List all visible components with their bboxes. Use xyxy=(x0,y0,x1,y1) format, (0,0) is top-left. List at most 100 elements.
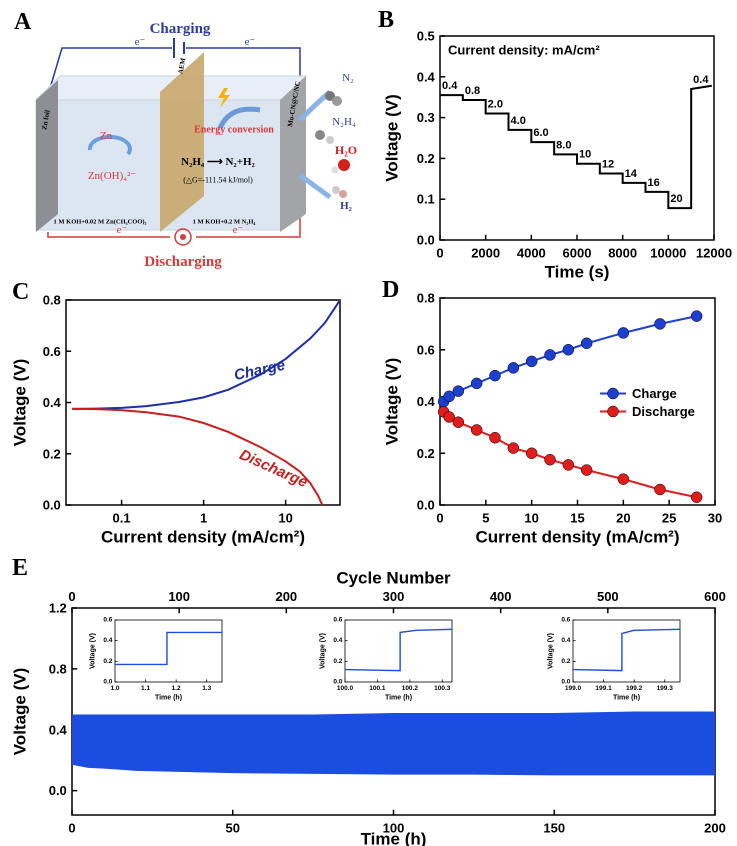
y-tick-label: 0.4 xyxy=(561,637,570,644)
data-point xyxy=(654,318,666,330)
data-point xyxy=(507,442,520,454)
y-axis-label: Voltage (V) xyxy=(90,633,97,669)
y-tick-label: 0.4 xyxy=(333,637,342,644)
molecule xyxy=(315,130,325,140)
data-point xyxy=(443,390,455,403)
data-point xyxy=(470,377,483,390)
step-label: 4.0 xyxy=(511,115,526,127)
y-tick-label: 0.0 xyxy=(103,679,112,686)
y-tick-label: 0.0 xyxy=(43,498,61,513)
y-tick-label: 0.2 xyxy=(103,658,112,665)
y-tick-label: 0.2 xyxy=(417,446,435,461)
y-tick-label: 0.6 xyxy=(417,342,435,357)
step-label: 12 xyxy=(602,158,614,170)
data-line xyxy=(72,407,324,506)
electron-label: e⁻ xyxy=(233,224,244,236)
data-point xyxy=(544,453,556,466)
x-axis-label: Time (h) xyxy=(155,695,182,702)
conversion-arrow xyxy=(217,106,261,130)
panel-label: B xyxy=(378,7,394,33)
x-tick-label: 100.0 xyxy=(337,685,354,692)
x-axis-label: Time (s) xyxy=(545,263,610,282)
wire xyxy=(47,232,170,238)
data-point xyxy=(580,464,593,476)
bulb-icon xyxy=(174,228,192,246)
x-tick-label: 2000 xyxy=(471,246,500,261)
molecule xyxy=(332,96,342,106)
molecule xyxy=(325,91,335,101)
y-tick-label: 0.0 xyxy=(561,679,570,686)
x-tick-label: 199.1 xyxy=(595,685,612,692)
y-tick-label: 0.0 xyxy=(49,783,67,798)
data-point xyxy=(525,355,538,368)
step-label: 14 xyxy=(625,168,638,180)
x2-tick-label: 0 xyxy=(68,589,75,604)
data-point xyxy=(562,459,575,471)
y-tick-label: 0.2 xyxy=(333,658,342,665)
step-label: 8.0 xyxy=(556,139,571,151)
x-tick-label: 1.0 xyxy=(110,685,119,692)
x-tick-label: 199.0 xyxy=(565,685,582,692)
y-tick-label: 0.1 xyxy=(417,192,435,207)
x-tick-label: 1.3 xyxy=(202,685,211,692)
cell-front xyxy=(35,99,283,231)
data-point xyxy=(544,349,556,361)
step-label: 16 xyxy=(648,177,660,189)
x-tick-label: 100 xyxy=(383,821,405,836)
voltage-band xyxy=(72,711,715,776)
y-tick-label: 0.2 xyxy=(417,151,435,166)
data-point xyxy=(452,385,465,397)
panel-label: E xyxy=(12,555,28,581)
data-point xyxy=(654,483,666,496)
x-tick-label: 199.2 xyxy=(626,685,643,692)
x-tick-label: 100.2 xyxy=(402,685,419,692)
zincate-label: Zn(OH)₄²⁻ xyxy=(88,170,137,182)
x-tick-label: 4000 xyxy=(517,246,546,261)
data-point xyxy=(489,431,501,444)
x-tick-label: 0.1 xyxy=(113,511,131,526)
x-axis-label: Time (h) xyxy=(361,830,427,846)
x-tick-label: 25 xyxy=(662,511,676,526)
step-label: 0.4 xyxy=(442,80,458,92)
step-label: 0.4 xyxy=(693,74,709,86)
data-line xyxy=(344,628,453,672)
y-tick-label: 0.0 xyxy=(333,679,342,686)
y-axis-label: Voltage (V) xyxy=(548,633,555,669)
x-tick-label: 200 xyxy=(704,821,726,836)
x-tick-label: 0 xyxy=(68,821,75,836)
y-axis-label: Voltage (V) xyxy=(11,668,30,756)
x-tick-label: 10 xyxy=(278,511,292,526)
x-tick-label: 0 xyxy=(436,511,443,526)
x-axis-label: Current density (mA/cm²) xyxy=(101,528,305,547)
y-tick-label: 0.3 xyxy=(417,110,435,125)
anode-label: Zn foil xyxy=(40,109,51,130)
x-tick-label: 1.2 xyxy=(172,685,181,692)
panel-label: A xyxy=(14,9,32,35)
x-tick-label: 15 xyxy=(570,511,584,526)
panel-label: D xyxy=(382,277,399,303)
data-point xyxy=(470,424,483,436)
data-point xyxy=(562,344,575,356)
molecule xyxy=(339,190,347,198)
y-tick-label: 0.2 xyxy=(43,446,61,461)
annotation: Current density: mA/cm² xyxy=(448,43,600,58)
wire xyxy=(47,47,172,96)
cycle-arrow xyxy=(87,134,132,156)
reaction-label: N₂H₄ ⟶ N₂+H₂ xyxy=(181,156,255,168)
x2-axis-label: Cycle Number xyxy=(336,569,451,588)
y-tick-label: 0.4 xyxy=(103,637,112,644)
legend-marker xyxy=(607,387,619,400)
x-tick-label: 20 xyxy=(616,511,630,526)
charging-label: Charging xyxy=(150,21,211,37)
wire xyxy=(196,218,301,238)
x2-tick-label: 400 xyxy=(490,589,512,604)
product-label: N₂ xyxy=(342,72,354,84)
x-tick-label: 12000 xyxy=(696,246,732,261)
x2-tick-label: 600 xyxy=(704,589,726,604)
x-axis-label: Current density (mA/cm²) xyxy=(475,528,679,547)
x-tick-label: 10 xyxy=(524,511,538,526)
electron-label: e⁻ xyxy=(245,36,256,48)
y-tick-label: 0.8 xyxy=(417,291,435,306)
anolyte-label: 1 M KOH+0.02 M Zn(CH₃COO)₂ xyxy=(54,219,147,226)
molecule xyxy=(338,159,350,171)
